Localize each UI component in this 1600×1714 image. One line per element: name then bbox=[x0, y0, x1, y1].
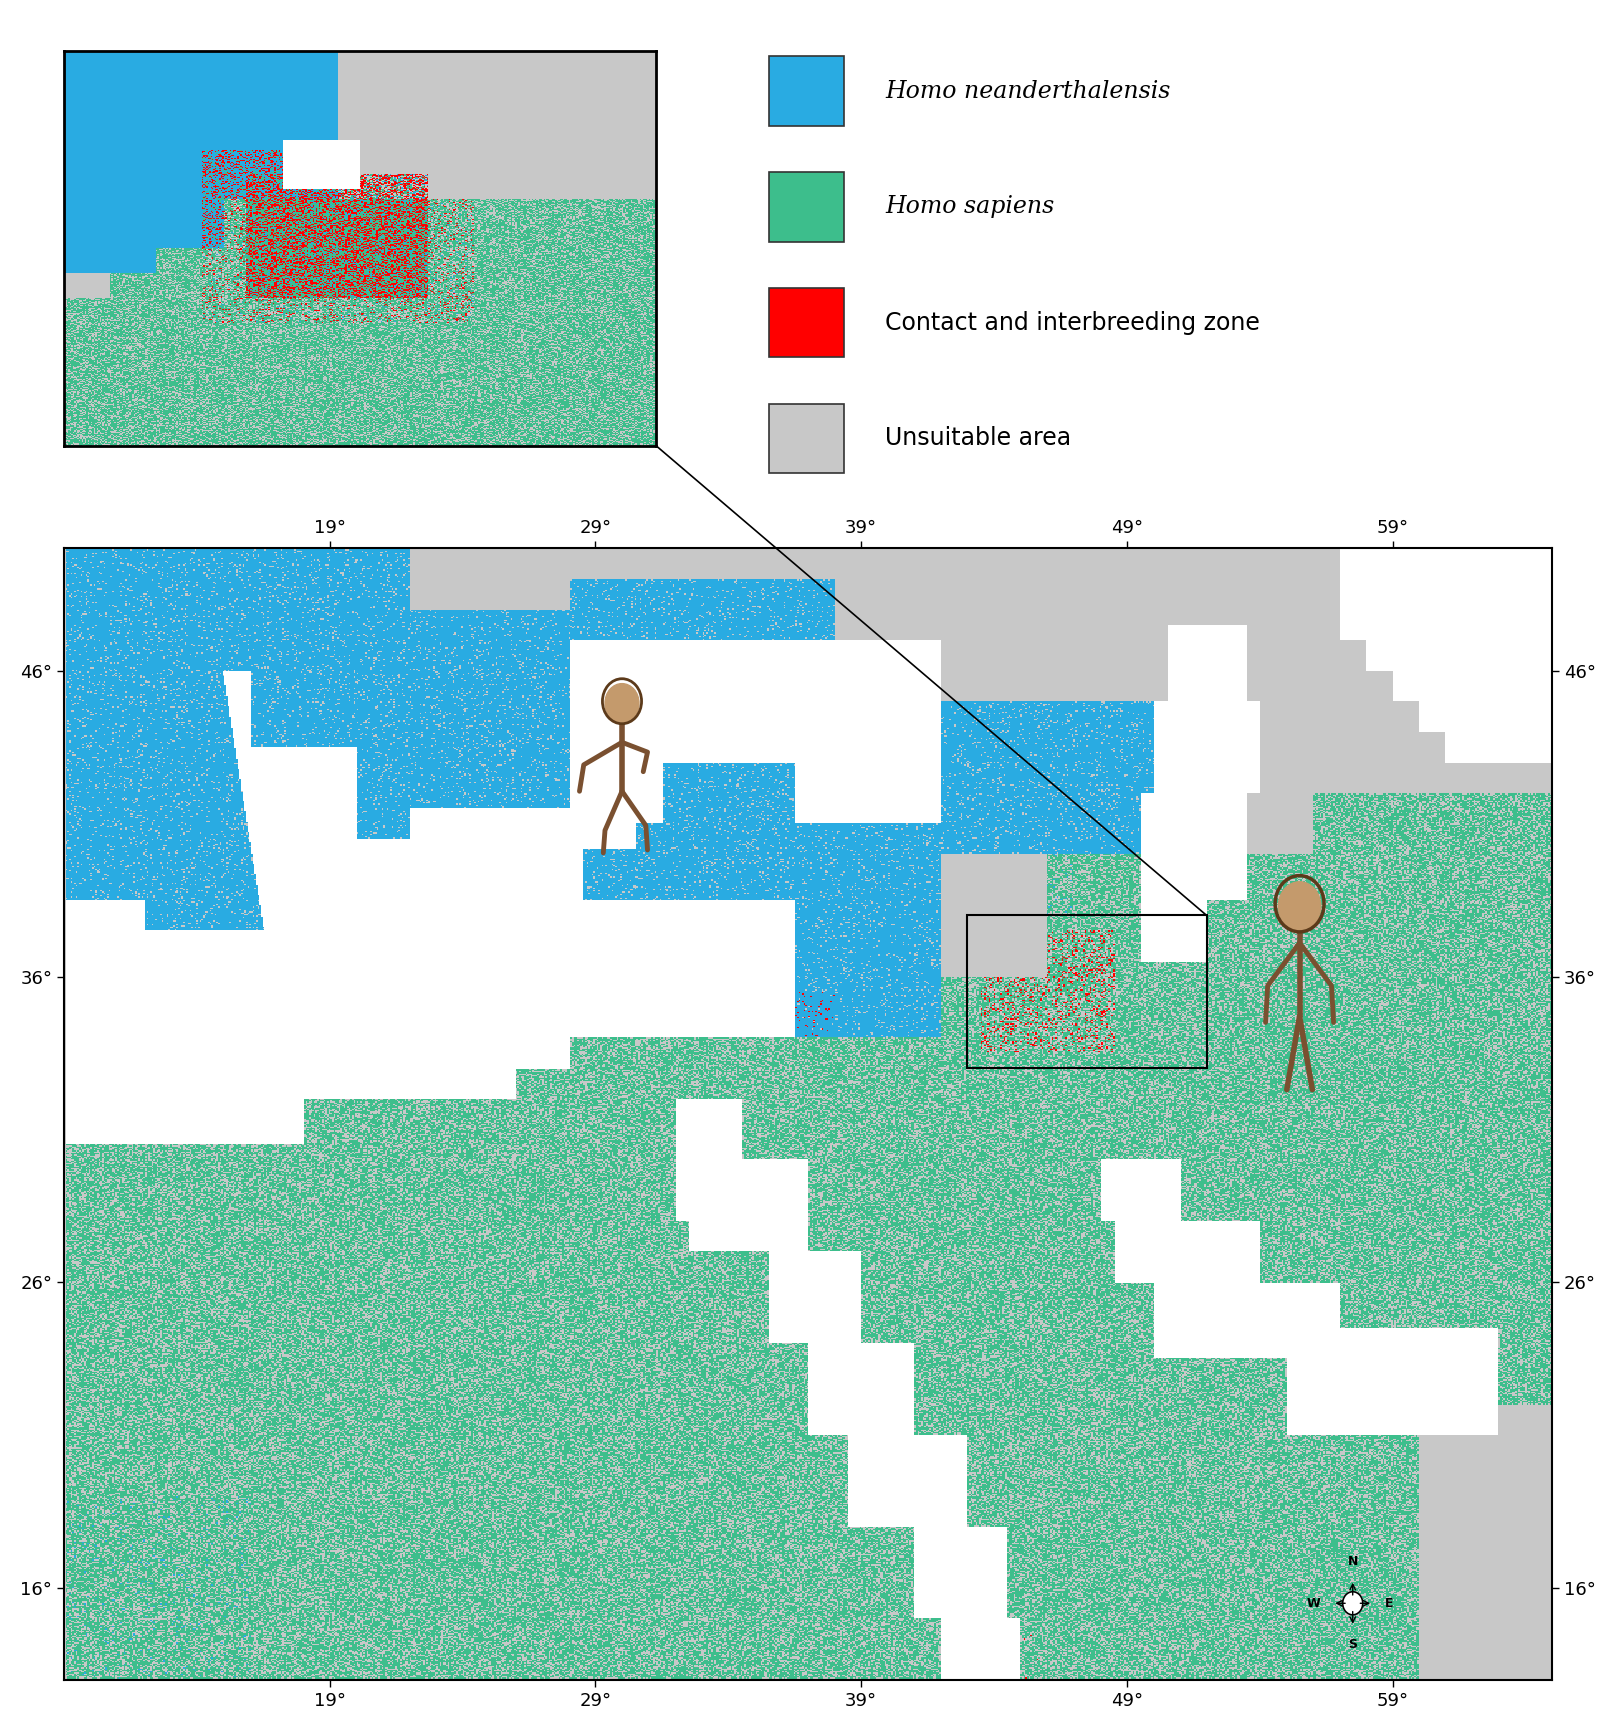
Text: Unsuitable area: Unsuitable area bbox=[885, 427, 1072, 451]
Circle shape bbox=[605, 684, 638, 723]
Text: W: W bbox=[1307, 1597, 1322, 1609]
Text: Contact and interbreeding zone: Contact and interbreeding zone bbox=[885, 310, 1259, 334]
Text: E: E bbox=[1384, 1597, 1394, 1609]
Bar bbox=[968, 915, 1206, 1068]
Bar bbox=[768, 171, 843, 242]
Text: Homo sapiens: Homo sapiens bbox=[885, 195, 1054, 218]
Text: Homo neanderthalensis: Homo neanderthalensis bbox=[885, 79, 1171, 103]
Bar bbox=[768, 288, 843, 357]
Circle shape bbox=[1278, 881, 1322, 931]
Text: N: N bbox=[1347, 1555, 1358, 1568]
Circle shape bbox=[1342, 1592, 1363, 1615]
Bar bbox=[768, 57, 843, 125]
Bar bbox=[768, 403, 843, 473]
Text: S: S bbox=[1349, 1639, 1357, 1652]
